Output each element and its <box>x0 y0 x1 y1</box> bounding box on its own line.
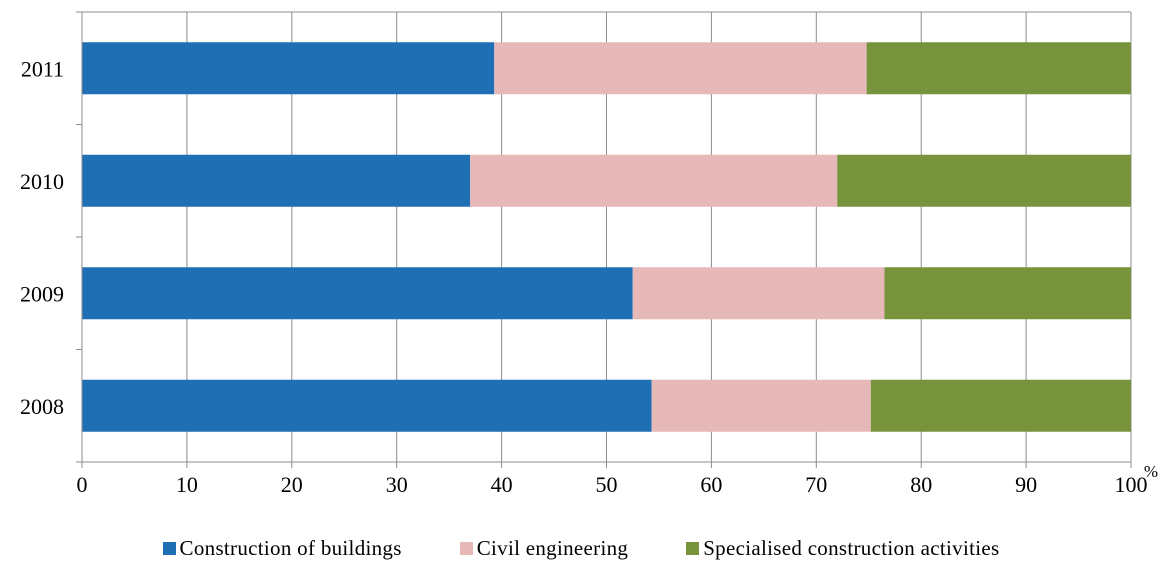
x-tick-label: 40 <box>491 472 513 497</box>
legend-item-specialised-construction-activities: Specialised construction activities <box>686 536 999 561</box>
bar-construction-of-buildings-2009 <box>82 267 633 320</box>
bar-specialised-construction-activities-2009 <box>884 267 1131 320</box>
x-tick-label: 20 <box>281 472 303 497</box>
x-tick-label: 0 <box>77 472 88 497</box>
legend-label: Construction of buildings <box>179 536 402 560</box>
legend-item-civil-engineering: Civil engineering <box>459 536 629 561</box>
x-tick-label: 70 <box>805 472 827 497</box>
y-category-label: 2009 <box>20 281 64 306</box>
legend-label: Specialised construction activities <box>703 536 1000 560</box>
axes <box>76 11 1132 468</box>
legend-swatch <box>686 542 700 555</box>
x-tick-label: 50 <box>596 472 618 497</box>
legend-swatch <box>162 542 176 555</box>
y-category-label: 2011 <box>21 56 64 81</box>
x-axis-unit-label: % <box>1144 462 1158 481</box>
x-tick-label: 80 <box>910 472 932 497</box>
bar-specialised-construction-activities-2008 <box>870 379 1131 432</box>
bar-specialised-construction-activities-2010 <box>837 154 1131 207</box>
bar-civil-engineering-2008 <box>651 379 871 432</box>
legend-swatch <box>459 542 473 555</box>
legend: Construction of buildings Civil engineeri… <box>0 536 1162 561</box>
bar-construction-of-buildings-2008 <box>82 379 652 432</box>
bar-segments <box>82 42 1131 432</box>
y-category-label: 2008 <box>20 394 64 419</box>
bar-construction-of-buildings-2011 <box>82 42 495 95</box>
x-tick-label: 90 <box>1015 472 1037 497</box>
y-category-label: 2010 <box>20 169 64 194</box>
legend-item-construction-of-buildings: Construction of buildings <box>162 536 402 561</box>
bar-civil-engineering-2011 <box>494 42 867 95</box>
x-tick-label: 100 <box>1115 472 1148 497</box>
x-axis-tick-labels: 0 10 20 30 40 50 60 70 80 90 100 <box>77 472 1148 497</box>
x-tick-label: 10 <box>176 472 198 497</box>
legend-label: Civil engineering <box>476 536 629 560</box>
bar-civil-engineering-2009 <box>632 267 885 320</box>
x-tick-label: 30 <box>386 472 408 497</box>
bar-construction-of-buildings-2010 <box>82 154 471 207</box>
y-axis-labels: 2011 2010 2009 2008 <box>20 56 64 419</box>
bar-specialised-construction-activities-2011 <box>866 42 1131 95</box>
x-tick-label: 60 <box>700 472 722 497</box>
bar-civil-engineering-2010 <box>470 154 838 207</box>
